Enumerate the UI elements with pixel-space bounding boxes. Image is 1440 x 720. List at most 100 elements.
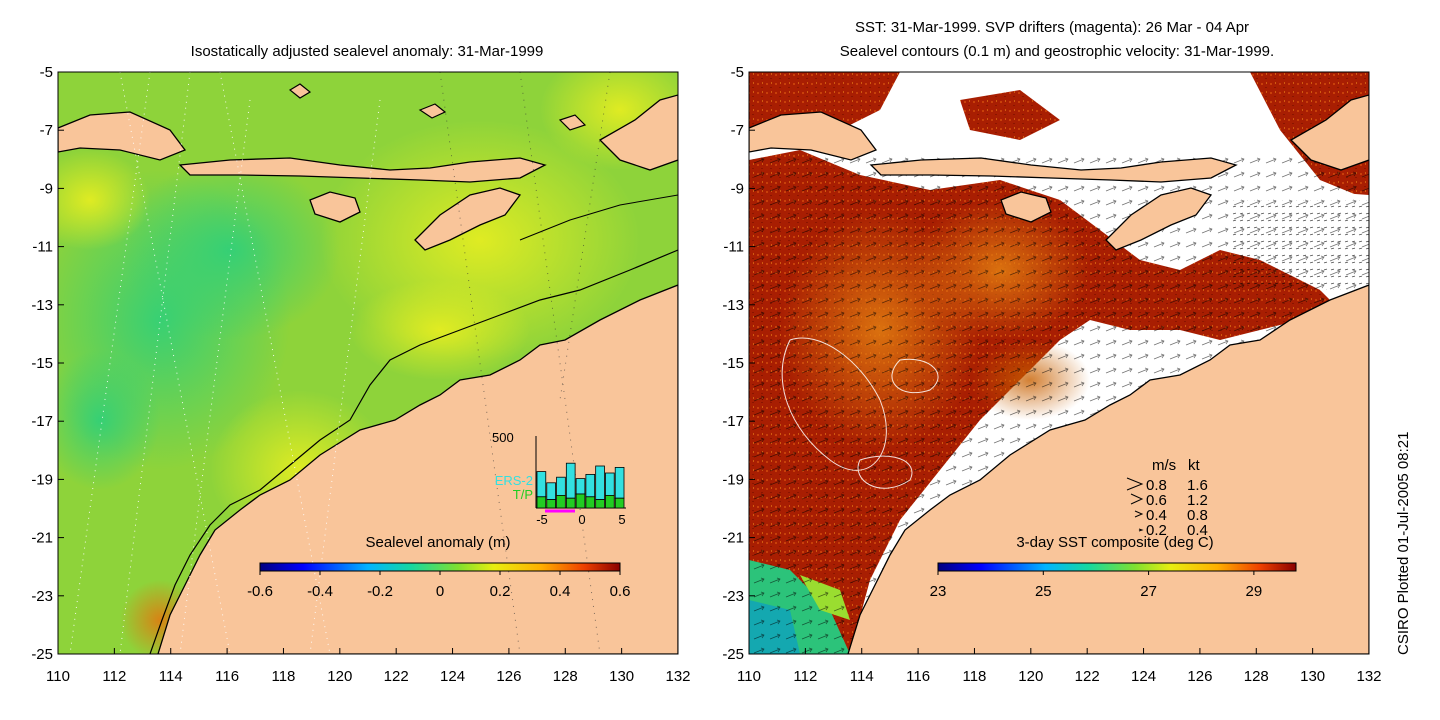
right-xtick-label: 126 xyxy=(1187,668,1212,685)
inset-ymax-label: 500 xyxy=(492,430,514,445)
inset-bar-ers2 xyxy=(546,482,556,500)
left-xtick-label: 130 xyxy=(609,668,634,685)
inset-bar-ers2 xyxy=(565,462,576,499)
inset-bar-tp xyxy=(585,496,596,509)
left-ytick-label: -5 xyxy=(40,64,53,81)
inset-xtick-2: 5 xyxy=(618,512,625,527)
inset-bar-ers2 xyxy=(585,473,596,498)
inset-legend-tp: T/P xyxy=(513,487,533,502)
left-ytick-label: -13 xyxy=(31,297,53,314)
right-xtick-label: 118 xyxy=(962,668,986,685)
left-map xyxy=(58,72,678,654)
right-ytick-label: -25 xyxy=(722,646,744,663)
left-colorbar-tick: -0.2 xyxy=(367,583,393,600)
left-ytick-label: -15 xyxy=(31,355,53,372)
inset-xtick-1: 0 xyxy=(578,512,585,527)
left-colorbar: Sealevel anomaly (m) -0.6 -0.4 -0.2 0 0.2 0.4… xyxy=(247,534,630,600)
right-xtick-label: 112 xyxy=(793,668,817,685)
right-ytick-label: -13 xyxy=(722,297,744,314)
inset-bar-ers2 xyxy=(556,476,566,496)
right-colorbar-tick: 23 xyxy=(930,583,947,600)
left-colorbar-tick: -0.6 xyxy=(247,583,273,600)
left-ytick-label: -7 xyxy=(40,122,53,139)
credit-label: CSIRO Plotted 01-Jul-2005 08:21 xyxy=(1395,432,1412,655)
left-xtick-label: 124 xyxy=(440,668,465,685)
right-xtick-label: 130 xyxy=(1300,668,1325,685)
velocity-key-header-ms: m/s xyxy=(1152,457,1176,474)
right-xtick-label: 128 xyxy=(1244,668,1269,685)
australia-land xyxy=(157,284,678,654)
left-xtick-label: 128 xyxy=(553,668,578,685)
sumba-island xyxy=(309,191,361,223)
right-ytick-label: -11 xyxy=(723,239,744,256)
velocity-key-row-2-ms: 0.4 xyxy=(1146,507,1167,524)
inset-bar-tp xyxy=(536,496,547,509)
velocity-key: m/s kt 0.8 1.6 0.6 1.2 0.4 0.8 0.2 0.4 xyxy=(1126,457,1208,539)
inset-bar-ers2 xyxy=(575,478,586,495)
velocity-key-row-2-kt: 0.8 xyxy=(1187,507,1208,524)
right-colorbar: 3-day SST composite (deg C) 23 25 27 29 xyxy=(930,534,1297,600)
inset-bar-tp xyxy=(595,499,605,509)
inset-bar-ers2 xyxy=(536,471,547,498)
left-colorbar-label: Sealevel anomaly (m) xyxy=(365,534,510,551)
left-xtick-label: 118 xyxy=(271,668,295,685)
left-ytick-label: -25 xyxy=(31,646,53,663)
right-ytick-label: -17 xyxy=(722,413,744,430)
left-xtick-label: 114 xyxy=(159,668,183,685)
inset-bar-tp xyxy=(575,493,586,509)
velocity-key-row-3-kt: 0.4 xyxy=(1187,522,1208,539)
velocity-key-row-1-kt: 1.2 xyxy=(1187,492,1208,509)
right-ytick-label: -9 xyxy=(731,180,744,197)
left-xtick-label: 126 xyxy=(496,668,521,685)
inset-bar-ers2 xyxy=(614,466,625,499)
inset-bar-tp xyxy=(605,494,615,509)
left-ytick-label: -9 xyxy=(40,180,53,197)
velocity-key-row-1-ms: 0.6 xyxy=(1146,492,1167,509)
left-xtick-label: 122 xyxy=(384,668,409,685)
right-xtick-label: 110 xyxy=(737,668,761,685)
velocity-key-row-0-kt: 1.6 xyxy=(1187,477,1208,494)
right-xtick-label: 116 xyxy=(906,668,930,685)
velocity-key-header-kt: kt xyxy=(1188,457,1201,474)
left-colorbar-tick: 0 xyxy=(436,583,444,600)
inset-legend-ers2: ERS-2 xyxy=(495,473,533,488)
velocity-key-row-3-ms: 0.2 xyxy=(1146,522,1167,539)
left-colorbar-tick: -0.4 xyxy=(307,583,333,600)
right-colorbar-tick: 25 xyxy=(1035,583,1052,600)
right-ytick-label: -23 xyxy=(722,588,744,605)
right-ytick-label: -5 xyxy=(731,64,744,81)
left-ytick-label: -17 xyxy=(31,413,53,430)
australia-land-right xyxy=(847,284,1369,654)
right-colorbar-label: 3-day SST composite (deg C) xyxy=(1016,534,1213,551)
left-xtick-label: 116 xyxy=(215,668,239,685)
right-colorbar-tick: 29 xyxy=(1246,583,1263,600)
left-xtick-label: 132 xyxy=(665,668,690,685)
velocity-key-row-0-ms: 0.8 xyxy=(1146,477,1167,494)
right-ytick-label: -7 xyxy=(731,122,744,139)
right-xtick-label: 120 xyxy=(1018,668,1043,685)
java-island xyxy=(58,111,187,161)
left-xtick-label: 110 xyxy=(46,668,70,685)
inset-bar-ers2 xyxy=(595,465,605,500)
left-xtick-label: 112 xyxy=(102,668,126,685)
left-inset: 500 ERS-2 T/P -5 0 5 xyxy=(492,430,626,527)
left-xtick-label: 120 xyxy=(327,668,352,685)
inset-bar-tp xyxy=(614,497,625,509)
left-ytick-label: -23 xyxy=(31,588,53,605)
new-guinea-land xyxy=(598,94,678,171)
lesser-sunda-islands xyxy=(178,157,547,183)
right-ytick-label: -15 xyxy=(722,355,744,372)
left-colorbar-tick: 0.4 xyxy=(550,583,571,600)
left-panel-title: Isostatically adjusted sealevel anomaly:… xyxy=(191,43,544,60)
inset-xtick-0: -5 xyxy=(536,512,548,527)
right-xtick-label: 122 xyxy=(1075,668,1100,685)
timor-island xyxy=(414,187,522,251)
right-ytick-label: -19 xyxy=(722,471,744,488)
axis-ticks: 110 112 114 116 118 120 122 124 126 128 130 132 -5 -7… xyxy=(31,64,1381,685)
inset-bars xyxy=(536,462,625,509)
left-colorbar-tick: 0.6 xyxy=(610,583,631,600)
right-panel-title-1: SST: 31-Mar-1999. SVP drifters (magenta)… xyxy=(855,19,1249,36)
inset-bar-tp xyxy=(565,497,576,509)
right-panel-title-2: Sealevel contours (0.1 m) and geostrophi… xyxy=(840,43,1274,60)
left-colorbar-tick: 0.2 xyxy=(490,583,511,600)
